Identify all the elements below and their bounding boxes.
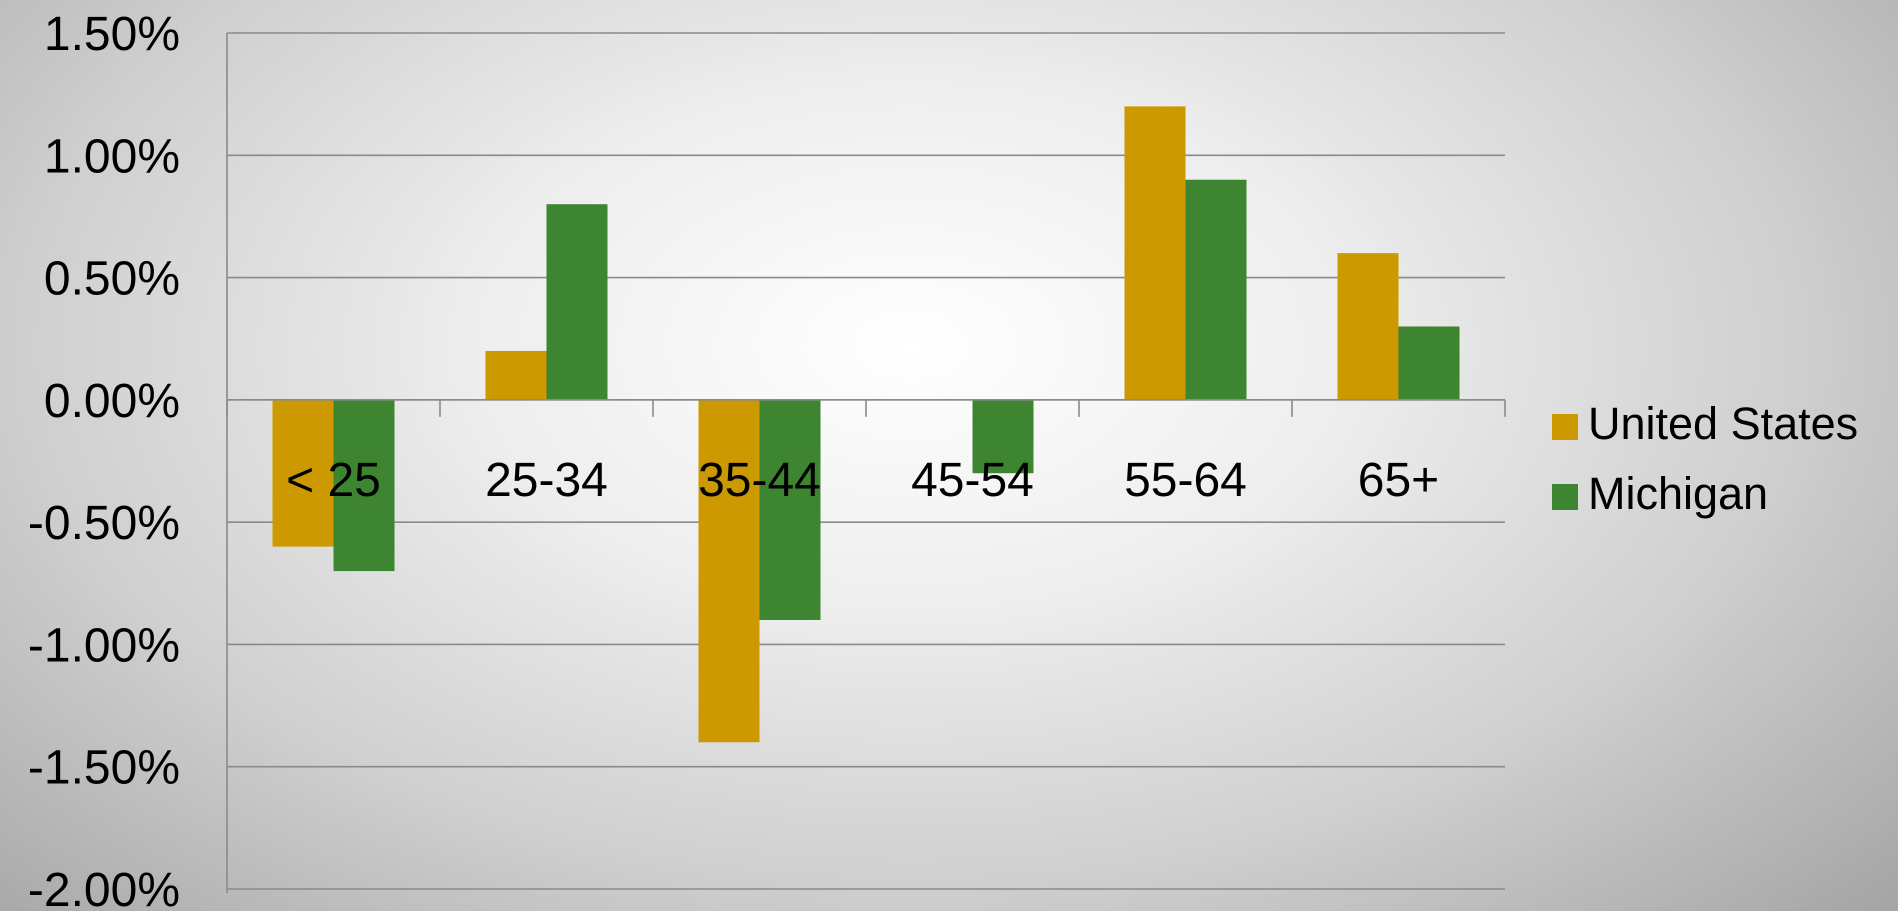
- x-tick-label: < 25: [286, 454, 381, 507]
- legend-swatch: [1552, 484, 1578, 510]
- x-tick-label: 45-54: [911, 454, 1034, 507]
- y-tick-label: 0.00%: [44, 375, 180, 428]
- gridlines: [227, 32, 1505, 890]
- bar: [333, 399, 395, 572]
- y-tick-label: 1.50%: [44, 8, 180, 61]
- bar: [485, 350, 547, 400]
- y-tick-label: -1.50%: [28, 742, 180, 795]
- bar: [1185, 179, 1247, 400]
- bars: [272, 106, 1460, 743]
- x-tick-label: 55-64: [1124, 454, 1247, 507]
- x-tick-label: 35-44: [698, 454, 821, 507]
- bar: [1337, 253, 1399, 400]
- legend-label: United States: [1588, 398, 1858, 449]
- legend: United States Michigan: [1552, 398, 1858, 519]
- bar: [1124, 106, 1186, 400]
- bar: [1398, 326, 1460, 400]
- bar: [272, 399, 334, 547]
- y-tick-labels: 1.50% 1.00% 0.50% 0.00% -0.50% -1.00% -1.50% -2…: [28, 8, 180, 911]
- axes: [226, 33, 1506, 893]
- y-tick-label: -2.00%: [28, 864, 180, 911]
- bar: [972, 399, 1034, 474]
- legend-label: Michigan: [1588, 468, 1768, 519]
- x-tick-labels: < 25 25-34 35-44 45-54 55-64 65+: [286, 454, 1439, 507]
- bar: [759, 399, 821, 620]
- bar: [698, 399, 760, 743]
- y-tick-label: 0.50%: [44, 253, 180, 306]
- legend-swatch: [1552, 414, 1578, 440]
- y-tick-label: 1.00%: [44, 130, 180, 183]
- y-tick-label: -0.50%: [28, 497, 180, 550]
- y-tick-label: -1.00%: [28, 619, 180, 672]
- bar: [546, 204, 608, 400]
- x-tick-label: 25-34: [485, 454, 608, 507]
- x-tick-label: 65+: [1358, 454, 1439, 507]
